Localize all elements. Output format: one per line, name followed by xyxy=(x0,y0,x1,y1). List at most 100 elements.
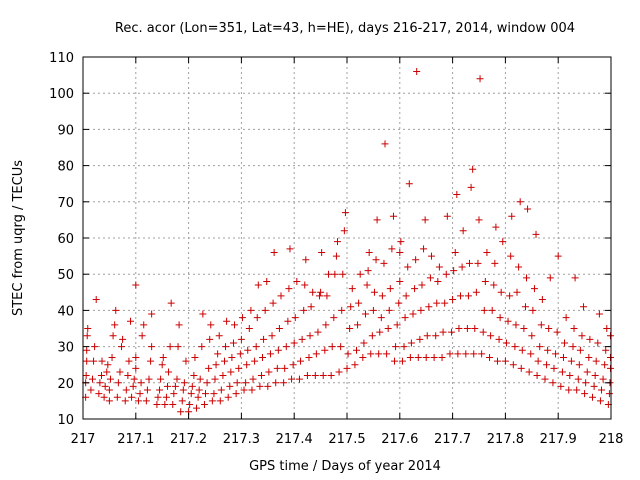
data-point xyxy=(122,386,130,394)
data-point xyxy=(435,263,443,271)
data-point xyxy=(397,238,405,246)
data-point xyxy=(101,382,109,390)
data-point xyxy=(178,397,186,405)
data-point xyxy=(416,335,424,343)
x-tick-label: 217.2 xyxy=(170,432,207,447)
data-point xyxy=(128,393,136,401)
data-point xyxy=(442,270,450,278)
data-point xyxy=(259,353,267,361)
data-point xyxy=(530,285,538,293)
data-point xyxy=(289,361,297,369)
data-point xyxy=(254,281,262,289)
data-point xyxy=(251,357,259,365)
data-point xyxy=(301,281,309,289)
data-point xyxy=(396,248,404,256)
data-point xyxy=(272,379,280,387)
data-point xyxy=(407,339,415,347)
data-point xyxy=(605,390,613,398)
data-point xyxy=(253,314,261,322)
data-point xyxy=(298,335,306,343)
data-point xyxy=(124,372,132,380)
data-point xyxy=(430,353,438,361)
data-point xyxy=(346,325,354,332)
data-point xyxy=(470,350,478,358)
data-point xyxy=(569,343,577,351)
x-tick-label: 217.3 xyxy=(223,432,260,447)
data-point xyxy=(546,274,554,282)
data-point xyxy=(302,256,310,264)
data-point xyxy=(263,277,271,285)
data-point xyxy=(109,332,117,340)
data-point xyxy=(206,335,214,343)
data-point xyxy=(249,375,257,383)
data-point xyxy=(391,357,399,365)
data-point xyxy=(116,368,124,376)
data-point xyxy=(434,277,442,285)
data-point xyxy=(129,382,137,390)
data-point xyxy=(396,277,404,285)
data-point xyxy=(359,353,367,361)
data-point xyxy=(318,248,326,256)
data-point xyxy=(173,375,181,383)
data-point xyxy=(169,401,177,409)
data-point xyxy=(553,328,561,336)
data-point xyxy=(83,357,91,365)
data-point xyxy=(281,364,289,372)
data-point xyxy=(186,401,194,409)
data-point xyxy=(134,397,142,405)
data-point xyxy=(317,288,325,296)
data-point xyxy=(121,397,129,405)
data-point xyxy=(417,306,425,314)
data-point xyxy=(367,350,375,358)
data-point xyxy=(606,364,614,372)
data-point xyxy=(142,397,150,405)
x-tick-label: 217.7 xyxy=(434,432,471,447)
data-point xyxy=(525,368,533,376)
data-point xyxy=(377,314,385,322)
data-point xyxy=(221,357,229,365)
data-point xyxy=(395,299,403,307)
data-point xyxy=(472,288,480,296)
data-point xyxy=(476,75,484,83)
data-point xyxy=(162,393,170,401)
data-point xyxy=(457,292,465,300)
data-point xyxy=(582,379,590,387)
data-point xyxy=(384,325,392,332)
data-point xyxy=(104,361,112,369)
data-point xyxy=(175,321,183,329)
data-point xyxy=(507,252,515,260)
data-point xyxy=(475,216,483,224)
data-point xyxy=(284,317,292,325)
y-tick-label: 60 xyxy=(57,232,74,247)
data-point xyxy=(233,379,241,387)
data-point xyxy=(305,353,313,361)
data-point xyxy=(114,379,122,387)
data-point xyxy=(100,393,108,401)
data-point xyxy=(412,256,420,264)
data-point xyxy=(130,375,138,383)
x-tick-label: 218 xyxy=(599,432,624,447)
data-point xyxy=(106,375,114,383)
data-point xyxy=(89,375,97,383)
data-point xyxy=(497,288,505,296)
data-point xyxy=(333,238,341,246)
data-point xyxy=(222,343,230,351)
data-point xyxy=(179,386,187,394)
y-tick-label: 110 xyxy=(49,51,74,66)
data-point xyxy=(492,223,500,231)
data-point xyxy=(536,343,544,351)
data-point xyxy=(423,332,431,340)
data-point xyxy=(344,350,352,358)
data-point xyxy=(543,361,551,369)
data-point xyxy=(486,353,494,361)
data-point xyxy=(576,346,584,354)
data-point xyxy=(527,350,535,358)
data-point xyxy=(426,274,434,282)
data-point xyxy=(439,328,447,336)
data-point xyxy=(339,270,347,278)
data-point xyxy=(590,382,598,390)
data-point xyxy=(180,379,188,387)
data-point xyxy=(238,314,246,322)
data-point xyxy=(323,292,331,300)
data-point xyxy=(182,357,190,365)
